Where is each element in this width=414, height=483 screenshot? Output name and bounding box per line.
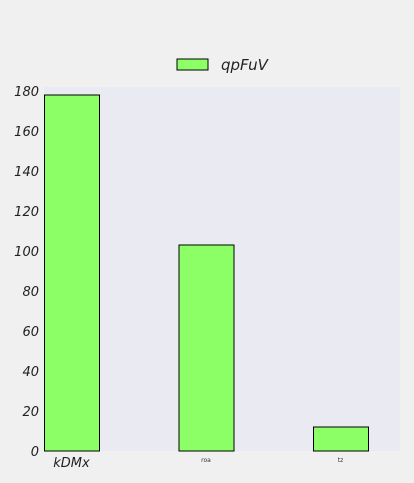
y-tick-label: 100	[14, 245, 39, 260]
y-tick-label: 80	[22, 285, 39, 300]
bars-group	[44, 94, 369, 452]
y-axis-ticks: 0 20 40 60 80 100 120 140 160 180	[14, 85, 39, 460]
x-axis-ticks: kDMx roa tz	[53, 456, 343, 471]
x-tick-label: roa	[201, 457, 211, 464]
bar-tz	[313, 426, 369, 452]
y-tick-label: 60	[22, 325, 39, 340]
y-tick-label: 120	[14, 205, 39, 220]
y-tick-label: 180	[14, 85, 39, 100]
legend: qpFuV	[176, 56, 270, 74]
y-tick-label: 20	[22, 405, 39, 420]
y-tick-label: 0	[31, 445, 39, 460]
bar-roa	[178, 244, 235, 452]
y-tick-label: 160	[14, 125, 39, 140]
x-tick-label: tz	[338, 457, 344, 464]
x-tick-label: kDMx	[53, 456, 90, 471]
legend-swatch	[176, 58, 209, 71]
y-tick-label: 40	[22, 365, 39, 380]
legend-label: qpFuV	[221, 56, 270, 74]
y-tick-label: 140	[14, 165, 39, 180]
bar-kDMx	[44, 94, 100, 452]
